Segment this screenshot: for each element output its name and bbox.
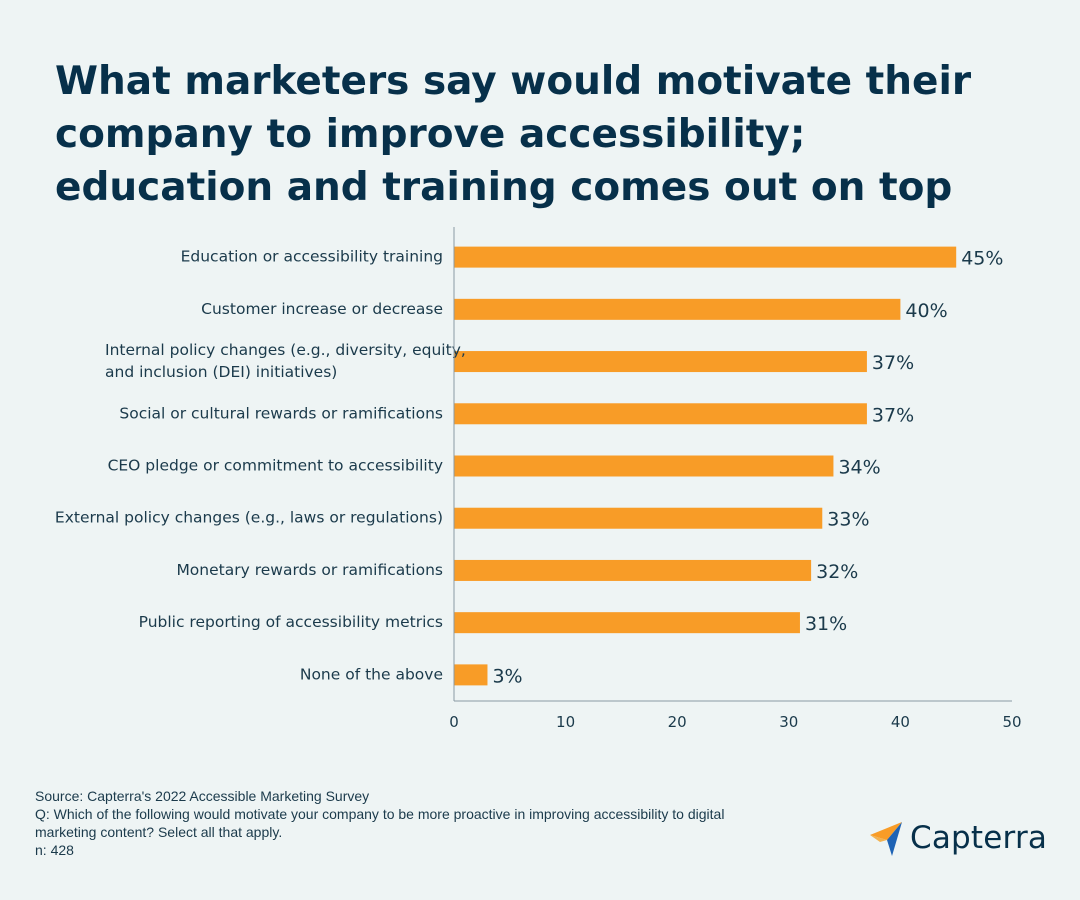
chart-title-line: What marketers say would motivate their — [55, 59, 972, 104]
bar — [454, 507, 823, 529]
value-label: 34% — [838, 457, 880, 479]
bar — [454, 612, 800, 634]
capterra-logo: Capterra — [868, 818, 1047, 858]
bar-chart: Education or accessibility training Custo… — [55, 227, 1022, 731]
value-label: 37% — [872, 352, 914, 374]
x-tick-label: 20 — [668, 713, 687, 731]
value-label: 40% — [905, 300, 947, 322]
x-tick-label: 10 — [556, 713, 575, 731]
category-label: and inclusion (DEI) initiatives) — [105, 363, 337, 381]
x-tick-labels-group: 0 10 20 30 40 50 — [449, 713, 1021, 731]
category-label: CEO pledge or commitment to accessibilit… — [108, 457, 443, 475]
bar — [454, 455, 834, 477]
category-labels-group: Education or accessibility training Custo… — [55, 248, 466, 684]
value-label: 31% — [805, 613, 847, 635]
chart-title: What marketers say would motivate their … — [55, 55, 1045, 214]
value-label: 45% — [961, 248, 1003, 270]
x-tick-label: 40 — [891, 713, 910, 731]
category-label: Internal policy changes (e.g., diversity… — [105, 341, 466, 359]
sample-size: n: 428 — [35, 842, 74, 858]
capterra-logo-text: Capterra — [910, 820, 1048, 856]
bar — [454, 664, 488, 686]
bar — [454, 298, 901, 320]
x-tick-label: 50 — [1002, 713, 1021, 731]
value-label: 32% — [816, 561, 858, 583]
chart-title-line: education and training comes out on top — [55, 165, 953, 210]
category-label: External policy changes (e.g., laws or r… — [55, 509, 443, 527]
survey-question-line: Q: Which of the following would motivate… — [35, 806, 725, 822]
bar — [454, 246, 957, 268]
value-label: 33% — [827, 509, 869, 531]
chart-footer: Source: Capterra's 2022 Accessible Marke… — [35, 787, 835, 859]
x-tick-label: 0 — [449, 713, 459, 731]
bar — [454, 351, 867, 373]
capterra-arrow-icon — [870, 822, 902, 856]
value-labels-group: 45% 40% 37% 37% 34% 33% 32% 31% 3% — [492, 248, 1003, 688]
category-label: Monetary rewards or ramifications — [176, 561, 443, 579]
chart-title-line: company to improve accessibility; — [55, 112, 806, 157]
value-label: 3% — [492, 665, 522, 687]
bar — [454, 559, 812, 581]
bars-group — [454, 246, 957, 686]
category-label: Customer increase or decrease — [201, 300, 443, 318]
category-label: Public reporting of accessibility metric… — [139, 613, 443, 631]
category-label: None of the above — [300, 665, 443, 683]
source-note: Source: Capterra's 2022 Accessible Marke… — [35, 788, 370, 804]
axes-group — [453, 227, 1012, 702]
category-label: Social or cultural rewards or ramificati… — [119, 404, 443, 422]
x-tick-label: 30 — [779, 713, 798, 731]
survey-question-line: marketing content? Select all that apply… — [35, 824, 283, 840]
bar — [454, 403, 867, 425]
category-label: Education or accessibility training — [181, 248, 443, 266]
value-label: 37% — [872, 404, 914, 426]
